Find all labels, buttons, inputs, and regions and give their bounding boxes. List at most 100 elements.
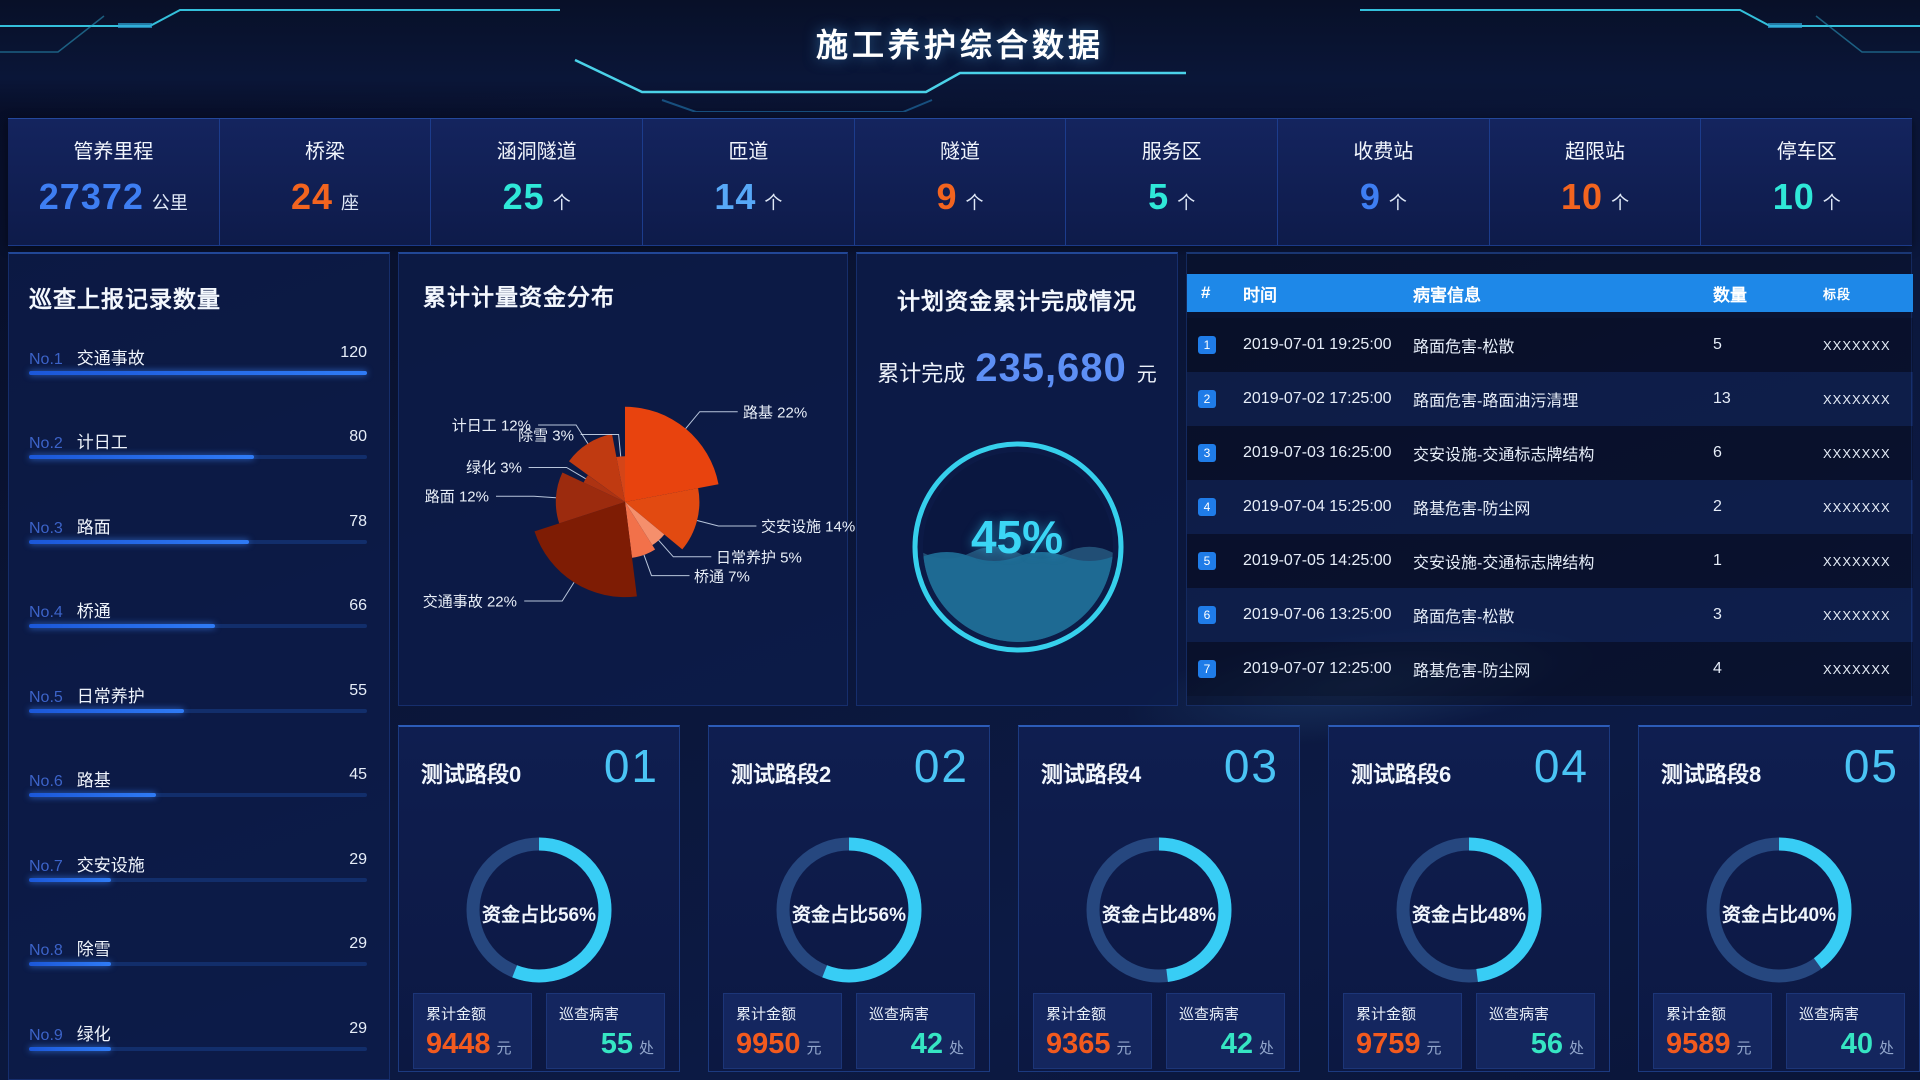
bar-fill bbox=[29, 624, 215, 628]
fund-rose-chart bbox=[496, 406, 757, 602]
stat-unit: 个 bbox=[965, 193, 984, 213]
bar-track bbox=[29, 540, 367, 544]
stat-cell-parking-areas: 停车区 10 个 bbox=[1700, 119, 1912, 245]
section-card-0: 测试路段0 01 资金占比56% 累计金额 9448 元 巡查病害 55 处 bbox=[398, 725, 680, 1072]
cell-info: 路基危害-防尘网 bbox=[1413, 501, 1531, 518]
stat-value: 9 bbox=[1359, 176, 1381, 217]
row-index-badge: 6 bbox=[1198, 606, 1216, 624]
fund-ratio-donut: 资金占比48% bbox=[1074, 825, 1244, 995]
cell-info: 路面危害-松散 bbox=[1413, 609, 1515, 626]
cell-section: XXXXXXX bbox=[1823, 445, 1891, 461]
defect-table-panel: # 时间 病害信息 数量 标段 1 2019-07-01 19:25:00 路面… bbox=[1186, 252, 1913, 706]
stat-unit: 个 bbox=[1822, 193, 1841, 213]
patrol-rank: No.5 bbox=[29, 689, 63, 706]
cell-section: XXXXXXX bbox=[1823, 499, 1891, 515]
stat-value: 27372 bbox=[38, 176, 144, 217]
stat-label: 停车区 bbox=[1776, 141, 1837, 163]
donut-chart bbox=[1086, 837, 1232, 983]
bar-fill bbox=[29, 878, 111, 882]
bar-fill bbox=[29, 962, 111, 966]
page-title: 施工养护综合数据 bbox=[815, 27, 1104, 63]
defect-value: 56 bbox=[1530, 1028, 1563, 1060]
card-title: 测试路段8 bbox=[1661, 762, 1762, 787]
amount-value: 9365 bbox=[1046, 1028, 1111, 1060]
stat-label: 匝道 bbox=[728, 141, 769, 163]
pie-slice-label: 交安设施 14% bbox=[761, 518, 856, 536]
donut-chart bbox=[1706, 837, 1852, 983]
defect-stat-box: 巡查病害 56 处 bbox=[1476, 993, 1595, 1069]
cell-count: 5 bbox=[1713, 336, 1722, 353]
card-title: 测试路段2 bbox=[731, 762, 832, 787]
defect-unit: 处 bbox=[1258, 1040, 1274, 1057]
gauge-panel-title: 计划资金累计完成情况 bbox=[897, 288, 1137, 314]
stat-value: 14 bbox=[714, 176, 757, 217]
patrol-rank: No.3 bbox=[29, 520, 63, 537]
bar-fill bbox=[29, 371, 367, 375]
pie-slice-label: 路基 22% bbox=[743, 404, 808, 422]
pie-slice-label: 路面 12% bbox=[424, 488, 489, 506]
stat-cell-mileage: 管养里程 27372 公里 bbox=[8, 119, 219, 245]
patrol-value: 80 bbox=[349, 428, 367, 445]
cell-count: 2 bbox=[1713, 498, 1722, 515]
amount-unit: 元 bbox=[1116, 1040, 1132, 1057]
defect-unit: 处 bbox=[948, 1040, 964, 1057]
stat-unit: 公里 bbox=[151, 193, 188, 213]
amount-unit: 元 bbox=[1736, 1040, 1752, 1057]
defect-value: 42 bbox=[1220, 1028, 1253, 1060]
patrol-bar-item: No.6 路基 45 bbox=[29, 766, 367, 806]
donut-center-label: 资金占比56% bbox=[481, 905, 597, 926]
stat-value: 10 bbox=[1561, 176, 1604, 217]
table-header-info: 病害信息 bbox=[1413, 285, 1481, 305]
table-row: 2 2019-07-02 17:25:00 路面危害-路面油污清理 13 XXX… bbox=[1187, 372, 1913, 426]
patrol-rank: No.8 bbox=[29, 942, 63, 959]
pie-panel-title: 累计计量资金分布 bbox=[423, 284, 615, 310]
amount-label: 累计金额 bbox=[426, 1006, 487, 1023]
stat-unit: 个 bbox=[1388, 193, 1407, 213]
donut-chart bbox=[1396, 837, 1542, 983]
bar-track bbox=[29, 1047, 367, 1051]
amount-stat-box: 累计金额 9448 元 bbox=[413, 993, 532, 1069]
bar-track bbox=[29, 793, 367, 797]
bar-fill bbox=[29, 709, 184, 713]
bar-track bbox=[29, 962, 367, 966]
defect-label: 巡查病害 bbox=[559, 1006, 620, 1023]
patrol-bar-item: No.8 除雪 29 bbox=[29, 935, 367, 975]
gauge-percent-value: 45% bbox=[970, 511, 1064, 563]
table-row: 5 2019-07-05 14:25:00 交安设施-交通标志牌结构 1 XXX… bbox=[1187, 534, 1913, 588]
top-stats-bar: 管养里程 27372 公里 桥梁 24 座 涵洞隧道 25 个 匝道 14 个 隧道 9… bbox=[8, 118, 1912, 246]
cell-info: 交安设施-交通标志牌结构 bbox=[1413, 447, 1595, 464]
cell-count: 6 bbox=[1713, 444, 1722, 461]
pie-slice-label: 计日工 12% bbox=[451, 417, 531, 435]
pie-slice-label: 日常养护 5% bbox=[716, 549, 802, 567]
table-header-index: # bbox=[1201, 283, 1211, 302]
section-card-2: 测试路段4 03 资金占比48% 累计金额 9365 元 巡查病害 42 处 bbox=[1018, 725, 1300, 1072]
patrol-name: 计日工 bbox=[76, 433, 128, 452]
completed-amount-value: 235,680 bbox=[975, 346, 1127, 390]
defect-stat-box: 巡查病害 40 处 bbox=[1786, 993, 1905, 1069]
row-index-badge: 1 bbox=[1198, 336, 1216, 354]
patrol-rank: No.1 bbox=[29, 351, 63, 368]
patrol-rank: No.7 bbox=[29, 858, 63, 875]
patrol-name: 桥通 bbox=[76, 602, 111, 621]
amount-stat-box: 累计金额 9950 元 bbox=[723, 993, 842, 1069]
table-header-section: 标段 bbox=[1823, 286, 1852, 302]
bar-fill bbox=[29, 793, 156, 797]
cell-time: 2019-07-04 15:25:00 bbox=[1243, 498, 1392, 515]
bar-track bbox=[29, 624, 367, 628]
defect-label: 巡查病害 bbox=[1799, 1006, 1860, 1023]
cell-count: 4 bbox=[1713, 660, 1722, 677]
defect-unit: 处 bbox=[638, 1040, 654, 1057]
stat-cell-bridges: 桥梁 24 座 bbox=[218, 119, 431, 245]
defect-value: 55 bbox=[600, 1028, 633, 1060]
row-index-badge: 2 bbox=[1198, 390, 1216, 408]
cell-info: 路面危害-路面油污清理 bbox=[1413, 393, 1579, 410]
table-row: 3 2019-07-03 16:25:00 交安设施-交通标志牌结构 6 XXX… bbox=[1187, 426, 1913, 480]
cell-count: 1 bbox=[1713, 552, 1722, 569]
card-title: 测试路段4 bbox=[1041, 762, 1142, 787]
page-header: 施工养护综合数据 bbox=[0, 0, 1920, 112]
row-index-badge: 5 bbox=[1198, 552, 1216, 570]
stat-unit: 座 bbox=[341, 193, 360, 213]
patrol-value: 29 bbox=[349, 1020, 367, 1037]
card-index-number: 03 bbox=[1223, 740, 1279, 792]
